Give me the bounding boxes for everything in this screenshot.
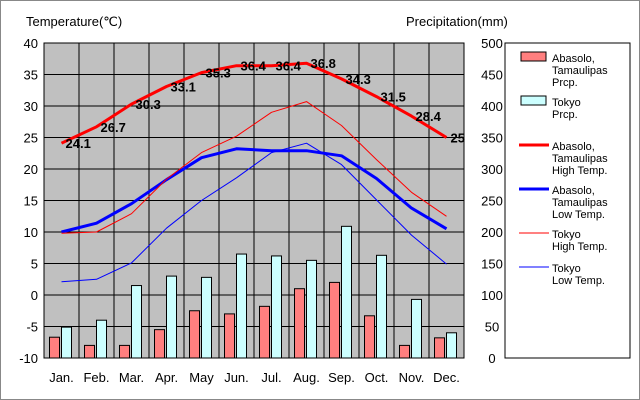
tokyo-precip-bar <box>306 259 317 359</box>
x-tick-label: Jul. <box>261 370 281 385</box>
abasolo-precip-bar <box>399 344 410 359</box>
plot-border <box>43 42 465 359</box>
high-temp-data-label: 31.5 <box>381 90 406 105</box>
right-tick-label: 100 <box>481 288 503 303</box>
right-tick-label: 50 <box>485 320 499 335</box>
tokyo-precip-bar <box>201 276 212 359</box>
left-tick-label: 40 <box>24 36 38 51</box>
abasolo-precip-bar <box>329 281 340 359</box>
left-tick-label: -5 <box>26 320 38 335</box>
tokyo-precip-bar <box>166 275 177 359</box>
tokyo-precip-bar <box>341 225 352 359</box>
high-temp-data-label: 36.4 <box>276 59 302 74</box>
left-axis-title: Temperature(℃) <box>26 14 122 29</box>
abasolo-precip-bar <box>84 344 95 359</box>
abasolo-precip-bar <box>189 310 200 359</box>
left-tick-label: 25 <box>24 131 38 146</box>
high-temp-data-label: 34.3 <box>346 72 371 87</box>
right-axis-title: Precipitation(mm) <box>406 14 508 29</box>
high-temp-data-label: 28.4 <box>416 109 442 124</box>
legend-label: Tokyo <box>552 263 581 275</box>
legend-label: Tamaulipas <box>552 197 608 209</box>
high-temp-data-label: 36.8 <box>311 56 336 71</box>
right-tick-label: 200 <box>481 225 503 240</box>
abasolo-precip-bar <box>119 344 130 359</box>
legend-label: Tamaulipas <box>552 153 608 165</box>
legend-label: High Temp. <box>552 241 607 253</box>
tokyo-high-line <box>61 101 447 234</box>
abasolo-precip-bar <box>434 337 445 359</box>
legend-label: Low Temp. <box>552 275 605 287</box>
tokyo-low-line <box>61 142 447 283</box>
high-temp-data-label: 25 <box>451 131 465 146</box>
legend-label: Tamaulipas <box>552 65 608 77</box>
high-temp-data-label: 24.1 <box>66 136 91 151</box>
tokyo-precip-bar <box>271 255 282 359</box>
x-tick-label: Jan. <box>49 370 74 385</box>
abasolo-precip-bar <box>294 288 305 359</box>
tokyo-precip-bar <box>376 254 387 359</box>
right-tick-label: 450 <box>481 68 503 83</box>
abasolo-precip-bar <box>259 305 270 359</box>
high-temp-data-label: 35.3 <box>206 66 231 81</box>
tokyo-precip-bar <box>131 285 142 359</box>
right-tick-label: 400 <box>481 99 503 114</box>
high-temp-data-label: 26.7 <box>101 120 126 135</box>
tokyo-precip-bar <box>446 332 457 359</box>
x-tick-label: Dec. <box>433 370 460 385</box>
abasolo-precip-bar <box>364 315 375 359</box>
legend-label: Prcp. <box>552 109 578 121</box>
x-tick-label: Aug. <box>293 370 320 385</box>
legend-label: Prcp. <box>552 77 578 89</box>
left-tick-label: 15 <box>24 194 38 209</box>
abasolo-precip-bar <box>224 313 235 359</box>
high-temp-data-label: 33.1 <box>171 79 196 94</box>
abasolo-precip-bar <box>154 329 165 359</box>
left-tick-label: 10 <box>24 225 38 240</box>
x-tick-label: May <box>189 370 214 385</box>
x-tick-label: Feb. <box>83 370 109 385</box>
plot-area: 24.1 26.7 30.3 33.1 35.3 36.4 36.4 36.8 34.3 31.5… <box>19 36 503 385</box>
legend-swatch-bar <box>520 51 547 62</box>
legend-swatch-bar <box>520 95 547 106</box>
left-tick-label: 35 <box>24 68 38 83</box>
left-tick-label: 20 <box>24 162 38 177</box>
right-tick-label: 350 <box>481 131 503 146</box>
tokyo-precip-bar <box>96 319 107 359</box>
high-temp-data-label: 36.4 <box>241 59 267 74</box>
right-tick-label: 300 <box>481 162 503 177</box>
x-tick-label: Jun. <box>224 370 249 385</box>
tokyo-precip-bar <box>411 298 422 359</box>
abasolo-low-line <box>61 147 448 234</box>
tokyo-precip-bar <box>61 326 72 359</box>
right-tick-label: 250 <box>481 194 503 209</box>
left-tick-label: 30 <box>24 99 38 114</box>
right-tick-label: 0 <box>488 351 495 366</box>
x-tick-label: Nov. <box>399 370 425 385</box>
x-tick-label: Mar. <box>119 370 144 385</box>
x-tick-label: Oct. <box>365 370 389 385</box>
right-tick-label: 150 <box>481 257 503 272</box>
legend-label: Low Temp. <box>552 209 605 221</box>
legend-label: Abasolo, <box>552 53 595 65</box>
left-tick-label: -10 <box>19 351 38 366</box>
left-tick-label: 0 <box>31 288 38 303</box>
tokyo-precip-bar <box>236 253 247 359</box>
x-tick-label: Apr. <box>155 370 178 385</box>
legend-label: Abasolo, <box>552 185 595 197</box>
legend: Abasolo,TamaulipasPrcp.TokyoPrcp.Abasolo… <box>504 42 631 359</box>
legend-label: Tokyo <box>552 97 581 109</box>
legend-label: Tokyo <box>552 229 581 241</box>
x-tick-label: Sep. <box>328 370 355 385</box>
right-tick-label: 500 <box>481 36 503 51</box>
abasolo-high-line <box>60 61 448 145</box>
left-tick-label: 5 <box>31 257 38 272</box>
legend-label: High Temp. <box>552 165 607 177</box>
abasolo-precip-bar <box>49 336 60 359</box>
high-temp-data-label: 30.3 <box>136 97 161 112</box>
legend-label: Abasolo, <box>552 141 595 153</box>
